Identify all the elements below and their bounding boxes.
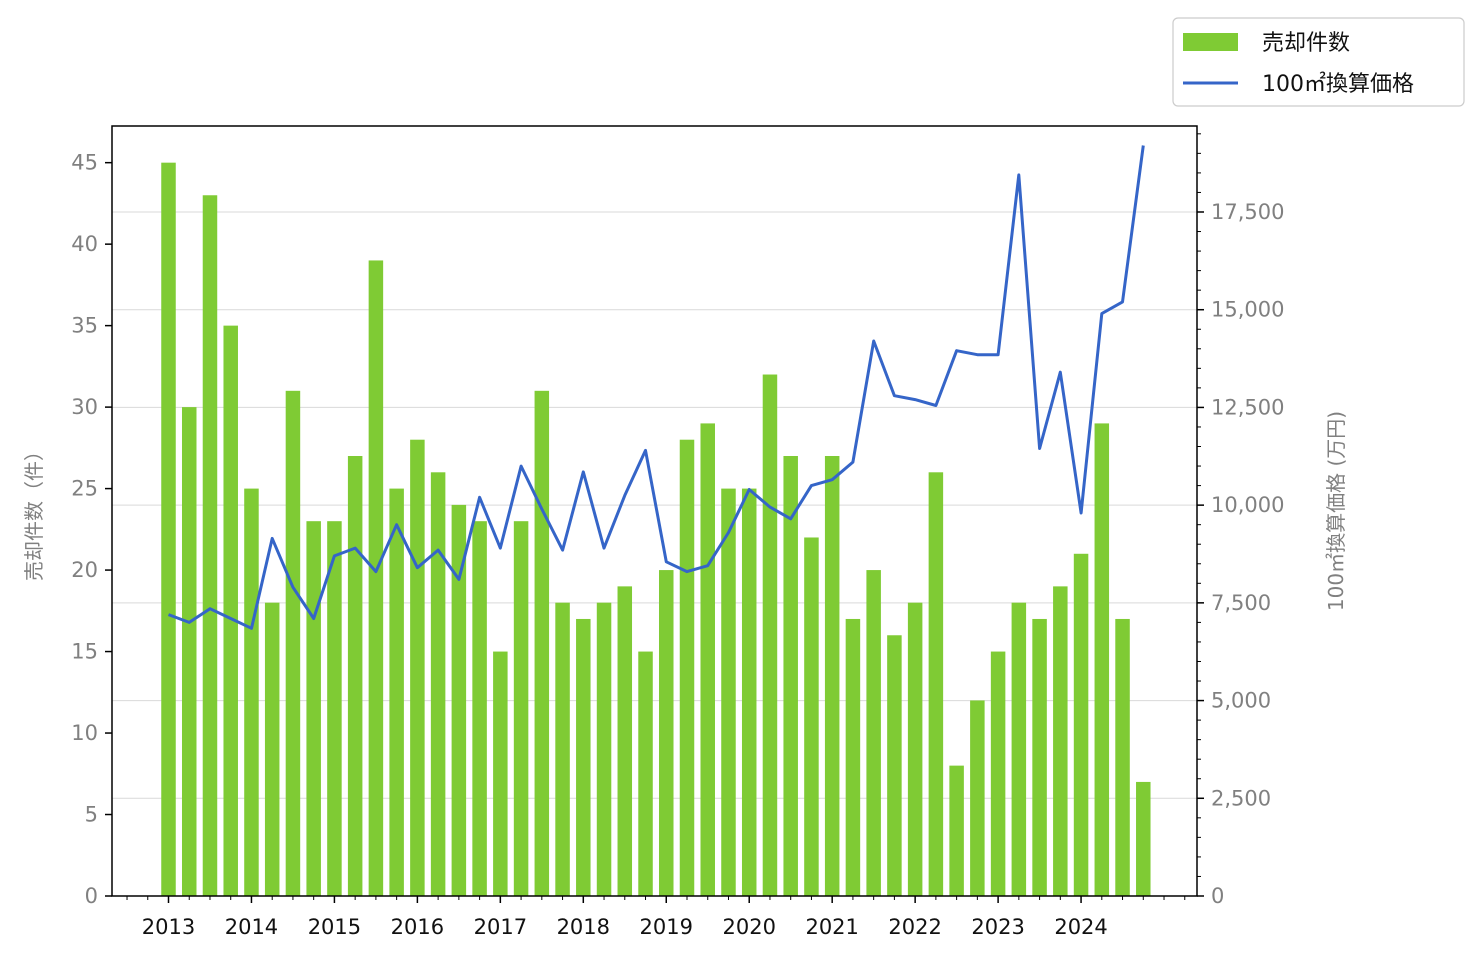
plot-frame <box>111 125 1198 897</box>
bar-37 <box>928 472 944 896</box>
bar-34 <box>866 570 881 896</box>
bar-38 <box>949 765 964 896</box>
bar-40 <box>990 651 1006 896</box>
left-tick-label-7: 35 <box>71 314 98 338</box>
bar-20 <box>576 618 591 896</box>
bar-35 <box>887 635 902 896</box>
bar-27 <box>721 488 736 896</box>
right-axis: 0 2,500 5,000 7,500 10,000 12,500 15,000 17,500 <box>1197 133 1284 908</box>
bar-6 <box>285 390 301 896</box>
bar-5 <box>264 602 280 896</box>
bar-11 <box>389 488 404 896</box>
right-tick-label-3: 7,500 <box>1211 591 1271 615</box>
bar-42 <box>1032 618 1047 896</box>
bar-series <box>161 162 1151 896</box>
bar-21 <box>596 602 612 896</box>
bar-33 <box>845 618 861 896</box>
bar-41 <box>1011 602 1027 896</box>
bar-7 <box>306 521 321 896</box>
bar-23 <box>638 651 653 896</box>
line-series <box>167 145 1145 630</box>
left-axis-label: 売却件数（件） <box>22 441 46 581</box>
x-tick-label-10: 2023 <box>971 915 1024 939</box>
left-tick-label-9: 45 <box>71 151 98 175</box>
x-tick-label-1: 2014 <box>225 915 278 939</box>
legend-label-bar: 売却件数 <box>1262 31 1350 56</box>
bar-10 <box>368 260 384 896</box>
bar-9 <box>347 456 363 896</box>
legend: 売却件数 100㎡換算価格 <box>1172 17 1465 107</box>
legend-swatch-bar <box>1183 33 1238 51</box>
bar-8 <box>327 521 342 896</box>
bar-36 <box>907 602 923 896</box>
x-tick-label-6: 2019 <box>640 915 693 939</box>
x-tick-label-7: 2020 <box>722 915 775 939</box>
bar-32 <box>824 456 840 896</box>
right-tick-label-4: 10,000 <box>1211 493 1284 517</box>
bar-22 <box>617 586 633 896</box>
left-tick-label-2: 10 <box>71 721 98 745</box>
bar-18 <box>534 390 550 896</box>
x-tick-label-4: 2017 <box>474 915 527 939</box>
left-tick-label-1: 5 <box>85 803 98 827</box>
bar-43 <box>1053 586 1068 896</box>
right-axis-label: 100㎡換算価格 (万円) <box>1324 411 1348 611</box>
x-tick-label-11: 2024 <box>1054 915 1107 939</box>
bar-46 <box>1115 618 1130 896</box>
bar-25 <box>679 439 695 896</box>
left-tick-label-0: 0 <box>85 884 98 908</box>
bar-2 <box>202 195 218 896</box>
x-tick-label-8: 2021 <box>805 915 858 939</box>
x-tick-label-5: 2018 <box>557 915 610 939</box>
left-tick-label-4: 20 <box>71 558 98 582</box>
bar-26 <box>700 423 715 896</box>
bar-17 <box>513 521 529 896</box>
right-tick-label-2: 5,000 <box>1211 689 1271 713</box>
bar-45 <box>1094 423 1110 896</box>
bar-0 <box>161 162 176 896</box>
x-tick-label-0: 2013 <box>142 915 195 939</box>
price-line <box>167 145 1145 630</box>
bar-15 <box>472 521 487 896</box>
bar-30 <box>783 456 798 896</box>
bar-44 <box>1073 553 1089 896</box>
bar-13 <box>430 472 446 896</box>
bar-24 <box>659 570 674 896</box>
x-tick-label-3: 2016 <box>391 915 444 939</box>
bar-47 <box>1136 781 1151 896</box>
right-tick-label-5: 12,500 <box>1211 395 1284 419</box>
x-tick-label-9: 2022 <box>888 915 941 939</box>
right-tick-label-6: 15,000 <box>1211 298 1284 322</box>
left-tick-label-6: 30 <box>71 395 98 419</box>
legend-box <box>1172 17 1465 107</box>
bar-19 <box>555 602 570 896</box>
bar-16 <box>493 651 508 896</box>
bar-39 <box>970 700 985 896</box>
bar-28 <box>741 488 757 896</box>
bar-29 <box>762 374 778 896</box>
left-axis: 0 5 10 15 20 25 30 35 40 45 <box>71 151 112 908</box>
right-tick-label-1: 2,500 <box>1211 786 1271 810</box>
bar-1 <box>181 407 197 896</box>
bar-14 <box>451 504 467 896</box>
legend-label-line: 100㎡換算価格 <box>1262 71 1414 97</box>
right-tick-label-0: 0 <box>1211 884 1224 908</box>
right-tick-label-7: 17,500 <box>1211 200 1284 224</box>
left-tick-label-8: 40 <box>71 232 98 256</box>
left-tick-label-5: 25 <box>71 477 98 501</box>
bar-12 <box>410 439 425 896</box>
bar-3 <box>223 325 238 896</box>
bar-4 <box>244 488 259 896</box>
bar-31 <box>804 537 819 896</box>
left-tick-label-3: 15 <box>71 640 98 664</box>
x-axis: 2013 2014 2015 2016 2017 2018 2019 2020 2021 2022… <box>126 896 1186 939</box>
x-tick-label-2: 2015 <box>308 915 361 939</box>
